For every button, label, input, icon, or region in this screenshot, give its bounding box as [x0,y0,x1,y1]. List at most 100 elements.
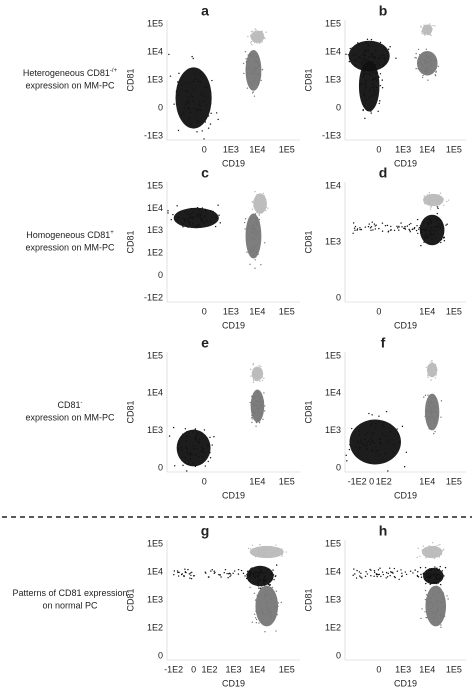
event-dot [390,229,392,231]
event-dot [245,68,248,70]
x-axis-label: CD19 [222,490,245,500]
event-dot [184,218,186,221]
event-dot [254,35,256,37]
event-dot [356,228,359,230]
event-dot [250,232,252,234]
event-dot [366,441,368,444]
event-dot [261,401,263,403]
event-dot [420,60,422,62]
event-dot [422,545,424,547]
event-dot [429,601,431,603]
event-dot [423,70,426,72]
event-dot [409,231,411,233]
event-dot [209,220,211,223]
event-dot [255,256,257,258]
event-dot [252,406,254,408]
event-dot [257,553,259,556]
event-dot [173,103,175,105]
event-dot [374,72,377,75]
event-dot [199,216,201,218]
event-dot [203,138,205,140]
event-dot [430,608,432,610]
event-dot [436,403,438,405]
event-dot [211,444,213,446]
event-dot [267,552,269,554]
event-dot [257,218,259,220]
event-dot [443,204,445,206]
event-dot [249,368,252,371]
event-dot [265,579,268,582]
event-dot [260,555,262,558]
event-dot [168,435,171,437]
event-dot [357,42,359,44]
event-dot [425,27,427,30]
event-dot [435,577,437,580]
event-dot [258,196,260,199]
event-dot [384,453,386,455]
event-dot [439,192,442,194]
y-tick-label: -1E3 [322,130,341,140]
event-dot [410,222,412,225]
event-dot [375,94,377,96]
event-dot [431,549,433,551]
event-dot [257,412,259,414]
event-dot [254,554,256,556]
event-dot [209,123,212,125]
row-label-text: Homogeneous CD81 [26,230,110,240]
event-dot [395,57,397,59]
event-dot [412,572,414,574]
event-dot [380,443,382,445]
event-dot [198,224,200,226]
event-dot [254,228,256,230]
event-dot [255,39,258,41]
event-dot [190,577,193,580]
event-dot [422,572,425,575]
event-dot [345,454,347,457]
event-dot [255,610,257,612]
event-dot [440,613,442,616]
row-label-sup: + [110,230,114,236]
event-dot [261,376,263,378]
event-dot [430,366,433,368]
event-dot [443,240,446,242]
event-dot [347,54,350,56]
event-dot [425,52,427,54]
event-dot [261,41,263,43]
event-dot [438,573,440,576]
event-dot [359,575,361,577]
event-dot [378,64,380,67]
event-dot [375,453,377,455]
event-dot [360,439,362,441]
event-dot [404,571,407,573]
event-dot [372,83,374,86]
event-dot [374,64,377,66]
event-dot [433,407,436,410]
event-dot [362,53,364,55]
event-dot [194,465,197,468]
x-tick-label: 1E4 [249,664,265,674]
event-dot [429,219,432,221]
event-dot [437,225,440,227]
event-dot [251,544,254,546]
event-dot [427,226,429,228]
event-dot [253,37,255,39]
event-dot [429,197,431,199]
row-label: expression on MM-PC [25,242,115,252]
y-tick-label: -1E2 [144,292,163,302]
event-dot [434,237,437,240]
event-dot [281,553,283,556]
event-dot [433,367,436,369]
event-dot [168,53,170,56]
event-dot [418,61,420,64]
event-dot [442,197,444,200]
event-dot [363,70,366,72]
event-dot [431,362,434,364]
panel-letter: c [201,165,209,181]
event-dot [437,201,440,204]
event-dot [363,64,365,66]
event-dot [370,95,372,98]
event-dot [430,361,432,363]
event-dot [256,224,258,226]
event-dot [215,112,218,114]
event-dot [378,438,381,441]
